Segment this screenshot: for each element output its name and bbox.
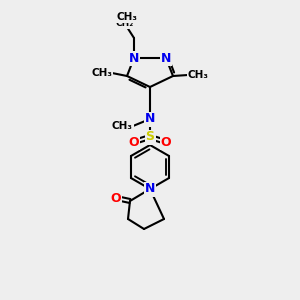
Text: O: O xyxy=(111,191,121,205)
Text: S: S xyxy=(146,130,154,143)
Text: O: O xyxy=(129,136,139,148)
Text: N: N xyxy=(129,52,139,64)
Text: CH₃: CH₃ xyxy=(188,70,209,80)
Text: N: N xyxy=(145,112,155,125)
Text: O: O xyxy=(161,136,171,148)
Text: CH₃: CH₃ xyxy=(112,121,133,131)
Text: CH₃: CH₃ xyxy=(91,68,112,78)
Text: CH₂: CH₂ xyxy=(116,20,134,28)
Text: CH₃: CH₃ xyxy=(116,12,137,22)
Text: N: N xyxy=(145,182,155,196)
Text: N: N xyxy=(161,52,171,64)
